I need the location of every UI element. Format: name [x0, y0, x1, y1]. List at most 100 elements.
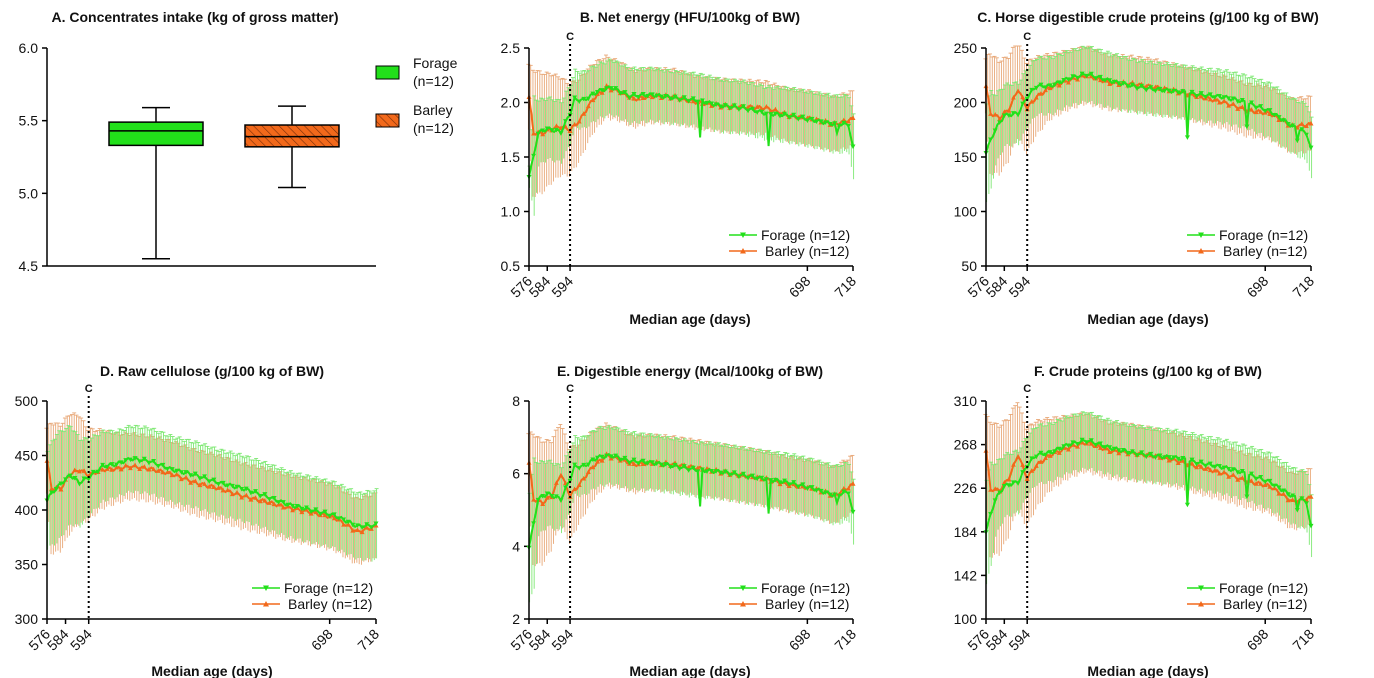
data-point — [558, 498, 564, 503]
data-point — [731, 470, 737, 475]
data-point — [1189, 457, 1195, 463]
data-point — [1043, 452, 1049, 458]
data-point — [341, 517, 347, 523]
data-point — [585, 103, 591, 109]
data-point — [613, 86, 619, 91]
data-point — [768, 478, 774, 483]
data-point — [188, 480, 194, 485]
data-point — [1020, 94, 1026, 100]
data-point — [988, 111, 994, 116]
data-point — [1033, 454, 1039, 460]
data-point — [636, 461, 642, 466]
x-tick-label: 594 — [1005, 626, 1033, 654]
data-point — [827, 492, 833, 498]
data-point — [1235, 106, 1241, 111]
data-point — [1248, 478, 1254, 483]
data-point — [202, 481, 208, 486]
data-point — [576, 466, 582, 471]
data-point — [151, 466, 157, 472]
data-point — [832, 492, 838, 497]
legend-marker — [740, 232, 746, 238]
data-point — [617, 91, 623, 96]
data-point — [1116, 450, 1122, 456]
data-point — [1248, 100, 1254, 106]
data-point — [1212, 468, 1218, 473]
data-point — [599, 454, 605, 460]
data-point — [709, 101, 715, 106]
data-point — [373, 521, 379, 527]
data-point — [617, 457, 623, 463]
data-point — [695, 469, 701, 474]
data-point — [818, 119, 824, 124]
data-point — [754, 110, 760, 115]
data-point — [49, 490, 55, 496]
data-point — [736, 107, 742, 112]
data-point — [151, 459, 157, 464]
data-point — [1088, 71, 1094, 77]
data-point — [188, 473, 194, 478]
data-point — [1001, 113, 1007, 118]
data-point — [1070, 74, 1076, 79]
data-point — [1198, 464, 1204, 469]
y-tick-label: 4 — [512, 538, 520, 554]
data-point — [1184, 135, 1190, 140]
data-point — [1006, 483, 1012, 488]
data-point — [681, 464, 687, 469]
legend-label-forage: Forage (n=12) — [761, 580, 850, 596]
data-point — [169, 467, 175, 472]
data-point — [1125, 451, 1131, 456]
data-point — [823, 490, 829, 495]
data-point — [1129, 82, 1135, 88]
panel-d-x-label: Median age (days) — [151, 663, 272, 678]
data-point — [206, 484, 212, 489]
data-point — [137, 459, 143, 464]
data-point — [1262, 108, 1268, 114]
data-point — [759, 106, 765, 111]
data-point — [76, 468, 82, 474]
data-point — [1308, 120, 1314, 126]
x-tick-label: 698 — [308, 626, 336, 654]
data-point — [1281, 118, 1287, 123]
data-point — [658, 94, 664, 100]
legend-label-barley: Barley (n=12) — [1223, 596, 1307, 612]
data-point — [640, 95, 646, 100]
data-point — [992, 486, 998, 491]
data-point — [1235, 470, 1241, 475]
data-point — [754, 104, 760, 109]
data-point — [649, 92, 655, 97]
x-tick-label: 718 — [1289, 626, 1317, 654]
data-point — [1038, 459, 1044, 464]
data-point — [686, 99, 692, 104]
data-point — [1107, 78, 1113, 83]
data-point — [1024, 106, 1030, 112]
data-point — [359, 525, 365, 530]
data-point — [183, 475, 189, 480]
data-point — [234, 484, 240, 490]
data-point — [558, 472, 564, 478]
data-point — [1065, 446, 1071, 452]
data-point — [1281, 491, 1287, 496]
data-point — [132, 456, 138, 461]
data-point — [745, 108, 751, 114]
data-point — [1033, 463, 1039, 468]
data-point — [1203, 463, 1209, 469]
data-point — [1253, 109, 1259, 115]
data-point — [1043, 85, 1049, 90]
data-point — [1070, 440, 1076, 445]
data-point — [271, 495, 277, 501]
data-point — [677, 466, 683, 472]
data-point — [544, 495, 550, 500]
data-point — [813, 488, 819, 493]
data-point — [1065, 79, 1071, 85]
data-point — [681, 95, 687, 100]
data-point — [663, 94, 669, 99]
data-point — [280, 505, 286, 510]
data-point — [1230, 472, 1236, 477]
y-tick-label: 150 — [954, 149, 978, 165]
data-point — [845, 485, 851, 491]
data-point — [841, 486, 847, 491]
data-point — [123, 458, 129, 463]
data-point — [127, 465, 133, 471]
data-point — [1020, 101, 1026, 107]
data-point — [49, 486, 55, 491]
